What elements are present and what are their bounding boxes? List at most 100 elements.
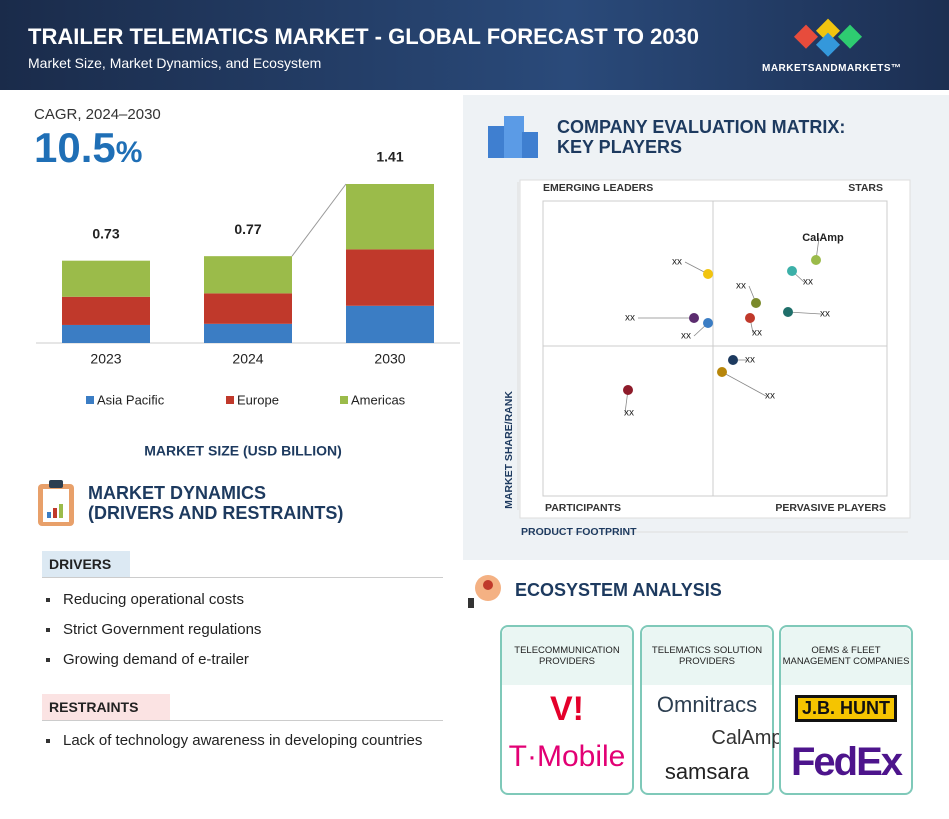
company-dot (787, 266, 797, 276)
subtitle: Market Size, Market Dynamics, and Ecosys… (28, 55, 322, 71)
title-line: COMPANY EVALUATION MATRIX: (557, 117, 846, 137)
company-label: xx (745, 355, 755, 366)
bar-segment (204, 256, 292, 294)
company-label: xx (681, 331, 691, 342)
list-item: Lack of technology awareness in developi… (63, 732, 423, 749)
title-line: KEY PLAYERS (557, 137, 683, 157)
cagr-label: CAGR, 2024–2030 (34, 106, 161, 123)
company-dot (751, 298, 761, 308)
clipboard-icon (38, 480, 74, 526)
company-label: xx (820, 309, 830, 320)
x-axis-label: PRODUCT FOOTPRINT (521, 526, 637, 538)
company-dot (703, 269, 713, 279)
legend-label: Americas (351, 392, 406, 407)
company-dot (783, 307, 793, 317)
bar-segment (204, 293, 292, 324)
title: TRAILER TELEMATICS MARKET - GLOBAL FOREC… (28, 24, 700, 49)
company-label: xx (803, 277, 813, 288)
cagr-value: 10.5% (34, 124, 142, 172)
bar-segment (346, 184, 434, 250)
company-logo: Omnitracs (656, 692, 758, 717)
company-label: xx (672, 257, 682, 268)
company-label: xx (752, 328, 762, 339)
company-logo: T·Mobile (508, 740, 626, 773)
x-tick-label: 2024 (232, 351, 263, 367)
company-logo: FedEx (790, 740, 903, 784)
growth-arrow (291, 183, 347, 257)
ecosystem-title: ECOSYSTEM ANALYSIS (515, 580, 722, 600)
drivers-tab (42, 551, 130, 577)
y-axis-label: MARKET SHARE/RANK (503, 391, 515, 509)
matrix-plot (542, 200, 888, 497)
company-label: CalAmp (802, 232, 844, 244)
total-label: 0.73 (92, 225, 119, 241)
bar-segment (62, 324, 150, 343)
company-dot (689, 313, 699, 323)
cagr-number: 10.5 (34, 124, 116, 171)
legend-swatch (86, 396, 94, 404)
legend-swatch (226, 396, 234, 404)
bullet (46, 628, 50, 632)
chart-title: MARKET SIZE (USD BILLION) (144, 443, 342, 459)
company-label: xx (624, 408, 634, 419)
column-heading: TELECOMMUNICATION PROVIDERS (502, 627, 632, 685)
list-item: Strict Government regulations (63, 621, 262, 638)
quadrant-label: PARTICIPANTS (545, 502, 621, 514)
legend-label: Europe (237, 392, 279, 407)
x-tick-label: 2023 (90, 351, 121, 367)
company-dot (728, 355, 738, 365)
quadrant-label: EMERGING LEADERS (543, 182, 653, 194)
header: TRAILER TELEMATICS MARKET - GLOBAL FOREC… (0, 0, 949, 90)
building-icon (488, 116, 538, 158)
divider (42, 720, 443, 721)
company-logo: V! (550, 690, 584, 728)
dynamics-title: MARKET DYNAMICS (DRIVERS AND RESTRAINTS) (88, 483, 343, 523)
ecosystem-icon (468, 575, 501, 608)
column-heading: TELEMATICS SOLUTION PROVIDERS (642, 627, 772, 685)
bar-segment (346, 249, 434, 306)
company-dot (623, 385, 633, 395)
company-dot (745, 313, 755, 323)
ecosystem-column: OEMS & FLEET MANAGEMENT COMPANIES J.B. HU… (779, 625, 913, 795)
title-line: (DRIVERS AND RESTRAINTS) (88, 503, 344, 523)
title-line: MARKET DYNAMICS (88, 483, 266, 503)
company-logo: CalAmp (711, 727, 783, 749)
bullet (46, 739, 50, 743)
total-label: 1.41 (376, 149, 403, 165)
ecosystem-column: TELECOMMUNICATION PROVIDERS V! T·Mobile (500, 625, 634, 795)
company-dot (703, 318, 713, 328)
leader-line (787, 311, 822, 315)
cagr-unit: % (115, 136, 143, 169)
leader-line (721, 371, 767, 397)
company-label: xx (625, 313, 635, 324)
restraints-tab (42, 694, 170, 720)
ecosystem-column: TELEMATICS SOLUTION PROVIDERS Omnitracs Ca… (640, 625, 783, 795)
bar-segment (204, 323, 292, 343)
divider (42, 577, 443, 578)
company-logo: J.B. HUNT (795, 695, 897, 722)
brand-icon (793, 18, 863, 57)
company-label: xx (736, 281, 746, 292)
company-logo: samsara (664, 759, 750, 784)
restraints-heading: RESTRAINTS (49, 699, 139, 715)
column-heading: OEMS & FLEET MANAGEMENT COMPANIES (781, 627, 911, 685)
bar-segment (62, 260, 150, 297)
company-dot (811, 255, 821, 265)
total-label: 0.77 (234, 221, 261, 237)
company-dot (717, 367, 727, 377)
x-tick-label: 2030 (374, 351, 405, 367)
matrix-title: COMPANY EVALUATION MATRIX: KEY PLAYERS (557, 117, 845, 157)
brand: MARKETSANDMARKETS™ (762, 63, 902, 74)
bar-chart: 0.73 2023 0.77 2024 1.41 2030 Asia Pacific Euro… (36, 149, 460, 459)
evaluation-matrix: EMERGING LEADERS STARS PARTICIPANTS PERVASI… (503, 179, 911, 538)
drivers-heading: DRIVERS (49, 556, 112, 572)
legend-swatch (340, 396, 348, 404)
quadrant-label: STARS (848, 182, 883, 194)
bullet (46, 658, 50, 662)
bar-segment (346, 305, 434, 343)
bar-segment (62, 296, 150, 325)
list-item: Growing demand of e-trailer (63, 651, 249, 668)
legend-label: Asia Pacific (97, 392, 165, 407)
bullet (46, 598, 50, 602)
